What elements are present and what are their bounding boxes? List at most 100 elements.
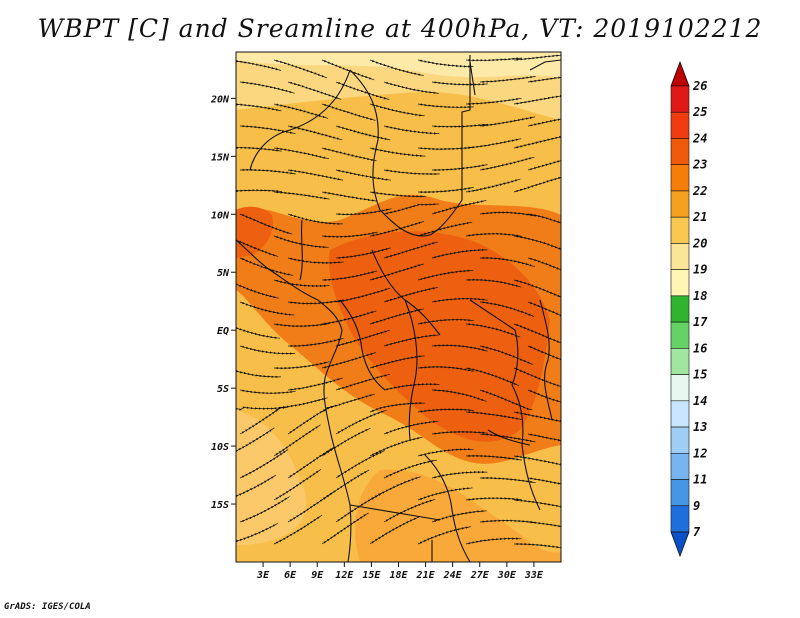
colorbar-swatch — [670, 400, 690, 428]
streamline — [383, 287, 439, 303]
streamline — [383, 125, 440, 135]
lon-tick-label: 3E — [256, 570, 270, 581]
streamline — [321, 231, 378, 238]
streamline — [369, 516, 420, 545]
streamline — [513, 367, 561, 388]
streamline — [431, 344, 488, 352]
colorbar-label: 26 — [692, 79, 707, 93]
streamline — [383, 203, 439, 215]
streamline — [287, 257, 344, 265]
streamline — [465, 278, 522, 288]
streamline — [479, 519, 536, 524]
colorbar-bottom-arrow — [670, 531, 690, 558]
streamline — [273, 59, 328, 79]
streamline — [480, 476, 536, 484]
streamline — [417, 448, 474, 457]
streamline — [321, 352, 376, 369]
colorbar-swatch — [670, 216, 690, 244]
streamline — [465, 454, 522, 461]
colorbar-label: 13 — [693, 420, 707, 434]
streamline — [236, 59, 281, 71]
streamline — [369, 308, 424, 325]
lon-tick-label: 18E — [389, 570, 408, 581]
streamline — [479, 211, 536, 217]
streamline — [239, 168, 296, 175]
streamline — [513, 411, 561, 423]
streamline — [383, 334, 439, 347]
streamline — [513, 279, 561, 299]
streamline — [273, 235, 329, 249]
streamline — [287, 377, 343, 391]
streamline — [321, 191, 378, 202]
streamline — [383, 383, 440, 391]
streamline — [239, 257, 294, 276]
streamline — [417, 103, 474, 109]
colorbar-swatch — [670, 85, 690, 113]
colorbar-label: 25 — [692, 105, 707, 119]
streamline — [273, 514, 323, 545]
streamline — [273, 279, 330, 288]
streamline — [417, 187, 474, 194]
streamline — [383, 169, 440, 176]
colorbar-label: 7 — [693, 525, 701, 539]
lat-tick-label: EQ — [217, 326, 229, 337]
streamline — [465, 497, 522, 501]
colorbar-swatch — [670, 164, 690, 192]
streamline — [527, 74, 561, 83]
lon-tick-label: 9E — [311, 570, 324, 581]
colorbar-label: 24 — [692, 131, 707, 145]
colorbar-swatch — [670, 295, 690, 323]
streamline — [369, 103, 425, 117]
colorbar-swatch — [670, 348, 690, 375]
streamline — [321, 147, 377, 162]
streamline — [417, 59, 474, 68]
lat-tick-label: 15N — [211, 152, 230, 163]
streamline — [383, 420, 439, 435]
streamline — [335, 287, 391, 303]
streamline — [465, 410, 522, 420]
streamline — [321, 270, 378, 282]
streamline — [335, 125, 391, 141]
colorbar-swatch — [670, 111, 690, 139]
colorbar-swatch — [670, 479, 690, 507]
colorbar-label: 17 — [693, 315, 708, 329]
colorbar-label: 20 — [692, 236, 707, 250]
streamline — [431, 123, 488, 128]
streamline — [513, 235, 561, 251]
streamline — [514, 542, 561, 550]
streamline — [431, 388, 487, 402]
streamline — [239, 345, 296, 355]
colorbar-swatch — [670, 269, 690, 297]
streamline — [479, 156, 535, 171]
streamline — [239, 496, 290, 523]
streamline — [513, 323, 561, 344]
streamline — [417, 318, 474, 325]
colorbar-label: 14 — [693, 394, 707, 408]
colorbar-label: 11 — [693, 473, 707, 487]
streamline — [287, 213, 343, 225]
streamline — [236, 146, 282, 152]
streamline — [465, 178, 521, 193]
lat-tick-label: 20N — [210, 94, 230, 105]
streamline — [273, 191, 330, 200]
streamline — [273, 147, 329, 160]
colorbar-label: 18 — [693, 289, 707, 303]
streamline — [527, 257, 561, 277]
streamline — [369, 59, 424, 76]
lat-tick-label: 5N — [217, 268, 230, 279]
lat-tick-label: 10S — [211, 442, 229, 453]
streamline — [273, 323, 330, 328]
streamline — [287, 125, 343, 141]
streamline — [273, 103, 329, 119]
streamline — [369, 401, 425, 413]
streamline — [236, 522, 279, 545]
streamline — [287, 299, 344, 305]
lon-tick-label: 33E — [524, 570, 544, 581]
lon-tick-label: 21E — [416, 570, 436, 581]
colorbar-label: 16 — [693, 341, 707, 355]
streamline — [335, 247, 391, 260]
credit-text: GrADS: IGES/COLA — [4, 602, 91, 612]
colorbar: 26 25 24 23 22 21 20 19 18 17 16 15 14 13 12 11 9 7 — [670, 60, 708, 558]
colorbar-swatch — [670, 426, 690, 454]
longitude-axis: 3E 6E 9E 12E 15E 18E 21E 24E 27E 30E 33E — [256, 562, 544, 581]
